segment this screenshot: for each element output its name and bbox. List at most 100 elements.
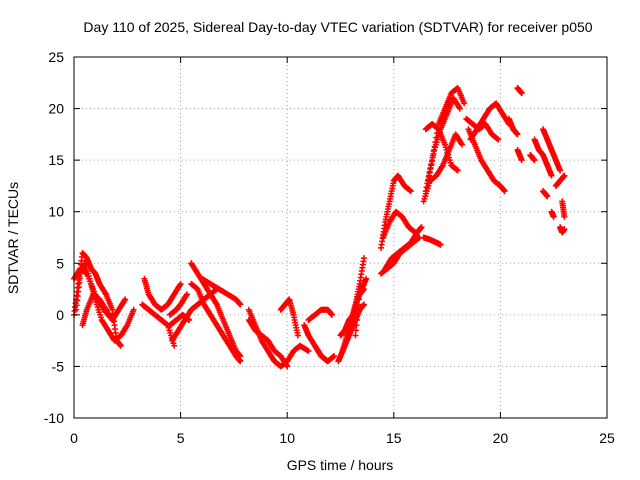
data-point [418,224,425,231]
y-tick-label: 5 [56,255,64,271]
data-point [328,311,335,318]
data-point [324,358,331,365]
data-point [355,306,362,313]
data-point [352,327,359,334]
y-tick-label: 0 [56,307,64,323]
x-tick-label: 0 [70,430,78,446]
y-tick-label: 20 [48,101,64,117]
data-point [531,157,538,164]
data-point [561,213,568,220]
data-point [237,358,244,365]
y-tick-label: -10 [44,410,64,426]
series-arc-10 [188,280,244,365]
series-arc-34 [463,115,502,143]
series-arc-16 [301,322,338,365]
series-arc-32 [465,126,508,195]
series-arc-40 [552,172,568,189]
series-arc-13 [245,306,312,370]
axis-ticks [73,56,608,419]
series-arc-15 [277,296,301,339]
data-point [518,90,525,97]
data-point [544,193,551,200]
data-point [550,213,557,220]
series-arc-31 [422,121,461,174]
data-point [454,167,461,174]
data-point [331,353,338,360]
data-point [177,280,184,287]
data-point [456,105,463,112]
series-arc-43 [540,188,551,200]
y-tick-label: -5 [52,358,65,374]
series-arc-24 [380,208,419,241]
data-point [426,170,433,177]
data-point [561,226,568,233]
series-arc-12 [198,275,244,308]
data-point [354,311,361,318]
series-arc-37 [514,146,525,164]
data-point [561,172,568,179]
data-point [352,332,359,339]
x-axis-label: GPS time / hours [287,457,394,473]
series-arc-26 [382,224,425,272]
y-tick-labels: -10 -5 0 5 10 15 20 25 [44,49,64,426]
series-arc-22 [352,286,367,339]
series-arc-39 [540,126,564,174]
data-point [305,347,312,354]
series-arc-5 [141,275,184,313]
data-point [284,363,291,370]
series-arc-17 [305,306,335,324]
data-point [171,342,178,349]
data-point [430,150,437,157]
data-point [459,141,466,148]
x-tick-label: 15 [386,430,402,446]
series-arc-42 [527,151,538,164]
data-point [427,166,434,173]
data-point [360,286,367,293]
data-point [437,241,444,248]
data-point [183,291,190,298]
series-arc-29 [424,95,463,184]
x-tick-label: 25 [599,430,615,446]
plot-frame [73,56,608,419]
x-tick-label: 5 [177,430,185,446]
series-arc-45 [557,224,568,236]
data-point [354,317,361,324]
data-point [237,301,244,308]
series-arc-4 [71,265,116,324]
series-arc-44 [548,208,557,220]
x-tick-label: 20 [493,430,509,446]
series-arc-38 [531,136,555,179]
data-point [122,296,129,303]
data-point [428,158,435,165]
series-arc-23 [378,172,414,251]
data-point [294,332,301,339]
series-arc-28 [422,84,468,195]
data-point [353,322,360,329]
data-point [501,188,508,195]
x-tick-label: 10 [279,430,295,446]
series-arc-14 [245,317,291,370]
data-point [360,255,367,262]
series-arc-7 [166,291,190,318]
data-point [518,157,525,164]
series-arc-18 [311,342,331,365]
data-point [495,136,502,143]
data-points [71,84,568,370]
chart-title: Day 110 of 2025, Sidereal Day-to-day VTE… [83,19,592,35]
data-point [117,342,124,349]
series-arc-33 [467,100,512,143]
data-point [557,167,564,174]
y-axis-label: SDTVAR / TECUs [5,182,21,294]
data-point [356,296,363,303]
y-tick-label: 10 [48,204,64,220]
grid [74,57,607,418]
data-point [514,131,521,138]
y-tick-label: 15 [48,152,64,168]
data-point [429,154,436,161]
data-point [130,306,137,313]
series-arc-41 [559,198,568,220]
series-arc-36 [505,115,521,138]
data-point [548,172,555,179]
data-point [363,275,370,282]
